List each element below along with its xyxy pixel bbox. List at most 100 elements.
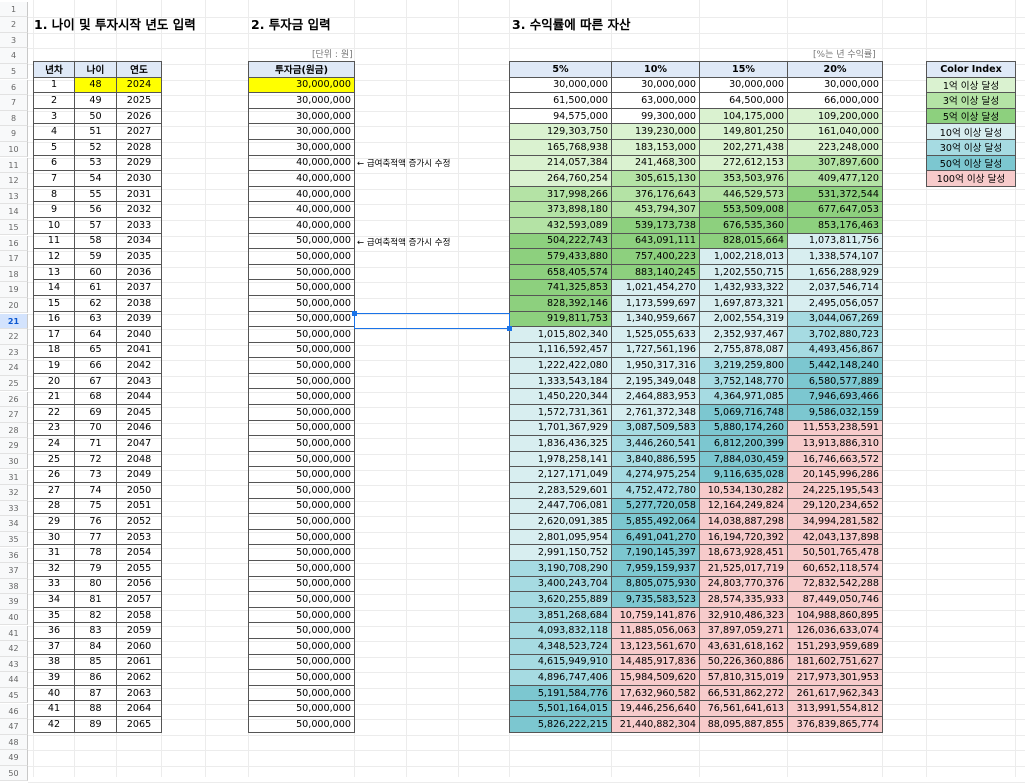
asset-cell-rate-15[interactable]: 10,534,130,282	[699, 482, 788, 499]
age-cell[interactable]: 88	[74, 700, 117, 717]
year-count-cell[interactable]: 1	[33, 76, 75, 94]
asset-cell-rate-20[interactable]: 4,493,456,867	[787, 341, 883, 359]
asset-cell-rate-5[interactable]: 1,333,543,184	[509, 372, 612, 390]
asset-cell-rate-10[interactable]: 1,950,317,316	[611, 357, 700, 374]
row-number[interactable]: 13	[0, 188, 28, 205]
age-cell[interactable]: 67	[74, 372, 117, 390]
investment-cell[interactable]: 50,000,000	[248, 388, 355, 406]
asset-cell-rate-5[interactable]: 1,116,592,457	[509, 341, 612, 359]
asset-cell-rate-20[interactable]: 677,647,053	[787, 201, 883, 218]
asset-cell-rate-5[interactable]: 2,801,095,954	[509, 528, 612, 546]
row-number[interactable]: 50	[0, 765, 28, 782]
year-cell[interactable]: 2055	[116, 560, 162, 577]
year-cell[interactable]: 2027	[116, 123, 162, 140]
year-cell[interactable]: 2054	[116, 544, 162, 561]
age-cell[interactable]: 81	[74, 591, 117, 608]
asset-cell-rate-10[interactable]: 1,525,055,633	[611, 326, 700, 343]
investment-cell[interactable]: 50,000,000	[248, 232, 355, 250]
asset-cell-rate-20[interactable]: 223,248,000	[787, 138, 883, 156]
asset-cell-rate-20[interactable]: 72,832,542,288	[787, 575, 883, 593]
asset-cell-rate-15[interactable]: 2,352,937,467	[699, 326, 788, 343]
year-cell[interactable]: 2044	[116, 388, 162, 406]
year-count-cell[interactable]: 12	[33, 248, 75, 265]
year-count-cell[interactable]: 14	[33, 279, 75, 296]
color-index-item[interactable]: 100억 이상 달성	[926, 170, 1016, 187]
row-number[interactable]: 7	[0, 95, 28, 111]
age-cell[interactable]: 65	[74, 341, 117, 359]
year-count-cell[interactable]: 4	[33, 123, 75, 140]
age-cell[interactable]: 66	[74, 357, 117, 374]
asset-cell-rate-5[interactable]: 741,325,853	[509, 279, 612, 296]
year-count-cell[interactable]: 17	[33, 326, 75, 343]
year-count-cell[interactable]: 3	[33, 107, 75, 125]
investment-cell[interactable]: 50,000,000	[248, 544, 355, 561]
year-cell[interactable]: 2037	[116, 279, 162, 296]
asset-cell-rate-5[interactable]: 432,593,089	[509, 216, 612, 234]
row-number[interactable]: 16	[0, 235, 28, 252]
asset-cell-rate-10[interactable]: 7,190,145,397	[611, 544, 700, 561]
year-cell[interactable]: 2050	[116, 482, 162, 499]
age-cell[interactable]: 80	[74, 575, 117, 593]
row-number[interactable]: 22	[0, 329, 28, 345]
year-count-cell[interactable]: 41	[33, 700, 75, 717]
year-cell[interactable]: 2048	[116, 450, 162, 468]
investment-cell[interactable]: 40,000,000	[248, 201, 355, 218]
row-number[interactable]: 37	[0, 563, 28, 579]
asset-cell-rate-5[interactable]: 317,998,266	[509, 185, 612, 203]
asset-cell-rate-10[interactable]: 5,277,720,058	[611, 497, 700, 515]
row-number[interactable]: 20	[0, 297, 28, 314]
asset-cell-rate-15[interactable]: 32,910,486,323	[699, 606, 788, 624]
year-count-cell[interactable]: 30	[33, 528, 75, 546]
row-number[interactable]: 33	[0, 500, 28, 517]
investment-cell[interactable]: 40,000,000	[248, 185, 355, 203]
asset-cell-rate-20[interactable]: 1,073,811,756	[787, 232, 883, 250]
investment-cell[interactable]: 50,000,000	[248, 294, 355, 312]
asset-cell-rate-10[interactable]: 1,021,454,270	[611, 279, 700, 296]
asset-cell-rate-5[interactable]: 1,450,220,344	[509, 388, 612, 406]
year-count-cell[interactable]: 16	[33, 310, 75, 328]
asset-cell-rate-20[interactable]: 261,617,962,343	[787, 684, 883, 702]
year-cell[interactable]: 2025	[116, 92, 162, 109]
asset-cell-rate-10[interactable]: 99,300,000	[611, 107, 700, 125]
asset-cell-rate-20[interactable]: 66,000,000	[787, 92, 883, 109]
asset-cell-rate-15[interactable]: 202,271,438	[699, 138, 788, 156]
year-count-cell[interactable]: 36	[33, 622, 75, 639]
asset-cell-rate-10[interactable]: 2,761,372,348	[611, 404, 700, 421]
row-number[interactable]: 14	[0, 204, 28, 220]
asset-cell-rate-5[interactable]: 828,392,146	[509, 294, 612, 312]
asset-cell-rate-10[interactable]: 305,615,130	[611, 170, 700, 187]
investment-cell[interactable]: 50,000,000	[248, 482, 355, 499]
asset-cell-rate-5[interactable]: 1,572,731,361	[509, 404, 612, 421]
age-cell[interactable]: 54	[74, 170, 117, 187]
age-cell[interactable]: 51	[74, 123, 117, 140]
year-cell[interactable]: 2039	[116, 310, 162, 328]
asset-cell-rate-15[interactable]: 5,069,716,748	[699, 404, 788, 421]
investment-cell[interactable]: 50,000,000	[248, 606, 355, 624]
asset-cell-rate-20[interactable]: 181,602,751,627	[787, 653, 883, 671]
asset-cell-rate-20[interactable]: 151,293,959,689	[787, 637, 883, 655]
asset-cell-rate-20[interactable]: 20,145,996,286	[787, 466, 883, 484]
asset-cell-rate-5[interactable]: 579,433,880	[509, 248, 612, 265]
col-header-investment[interactable]: 투자금(원금)	[248, 61, 355, 78]
age-cell[interactable]: 85	[74, 653, 117, 671]
asset-cell-rate-15[interactable]: 21,525,017,719	[699, 560, 788, 577]
color-index-item[interactable]: 10억 이상 달성	[926, 123, 1016, 140]
row-number[interactable]: 10	[0, 141, 28, 158]
age-cell[interactable]: 87	[74, 684, 117, 702]
year-count-cell[interactable]: 9	[33, 201, 75, 218]
col-header-rate-20[interactable]: 20%	[787, 61, 883, 78]
year-count-cell[interactable]: 42	[33, 715, 75, 733]
asset-cell-rate-10[interactable]: 4,274,975,254	[611, 466, 700, 484]
asset-cell-rate-5[interactable]: 3,400,243,704	[509, 575, 612, 593]
year-count-cell[interactable]: 7	[33, 170, 75, 187]
row-number[interactable]: 44	[0, 672, 28, 688]
year-cell[interactable]: 2031	[116, 185, 162, 203]
row-number[interactable]: 41	[0, 625, 28, 642]
asset-cell-rate-15[interactable]: 43,631,618,162	[699, 637, 788, 655]
asset-cell-rate-5[interactable]: 373,898,180	[509, 201, 612, 218]
asset-cell-rate-20[interactable]: 5,442,148,240	[787, 357, 883, 374]
investment-cell[interactable]: 40,000,000	[248, 154, 355, 172]
year-cell[interactable]: 2045	[116, 404, 162, 421]
year-cell[interactable]: 2028	[116, 138, 162, 156]
age-cell[interactable]: 73	[74, 466, 117, 484]
